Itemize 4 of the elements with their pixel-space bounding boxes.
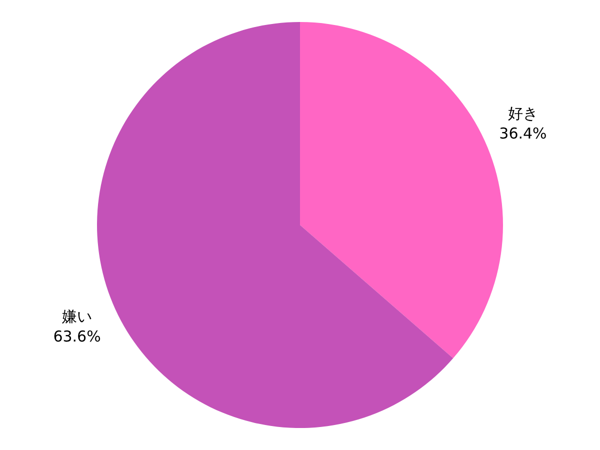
- slice-label: 好き: [508, 104, 538, 122]
- data-label: 63.6%: [53, 328, 101, 346]
- slice-label: 嫌い: [62, 308, 92, 326]
- data-label: 36.4%: [499, 124, 547, 142]
